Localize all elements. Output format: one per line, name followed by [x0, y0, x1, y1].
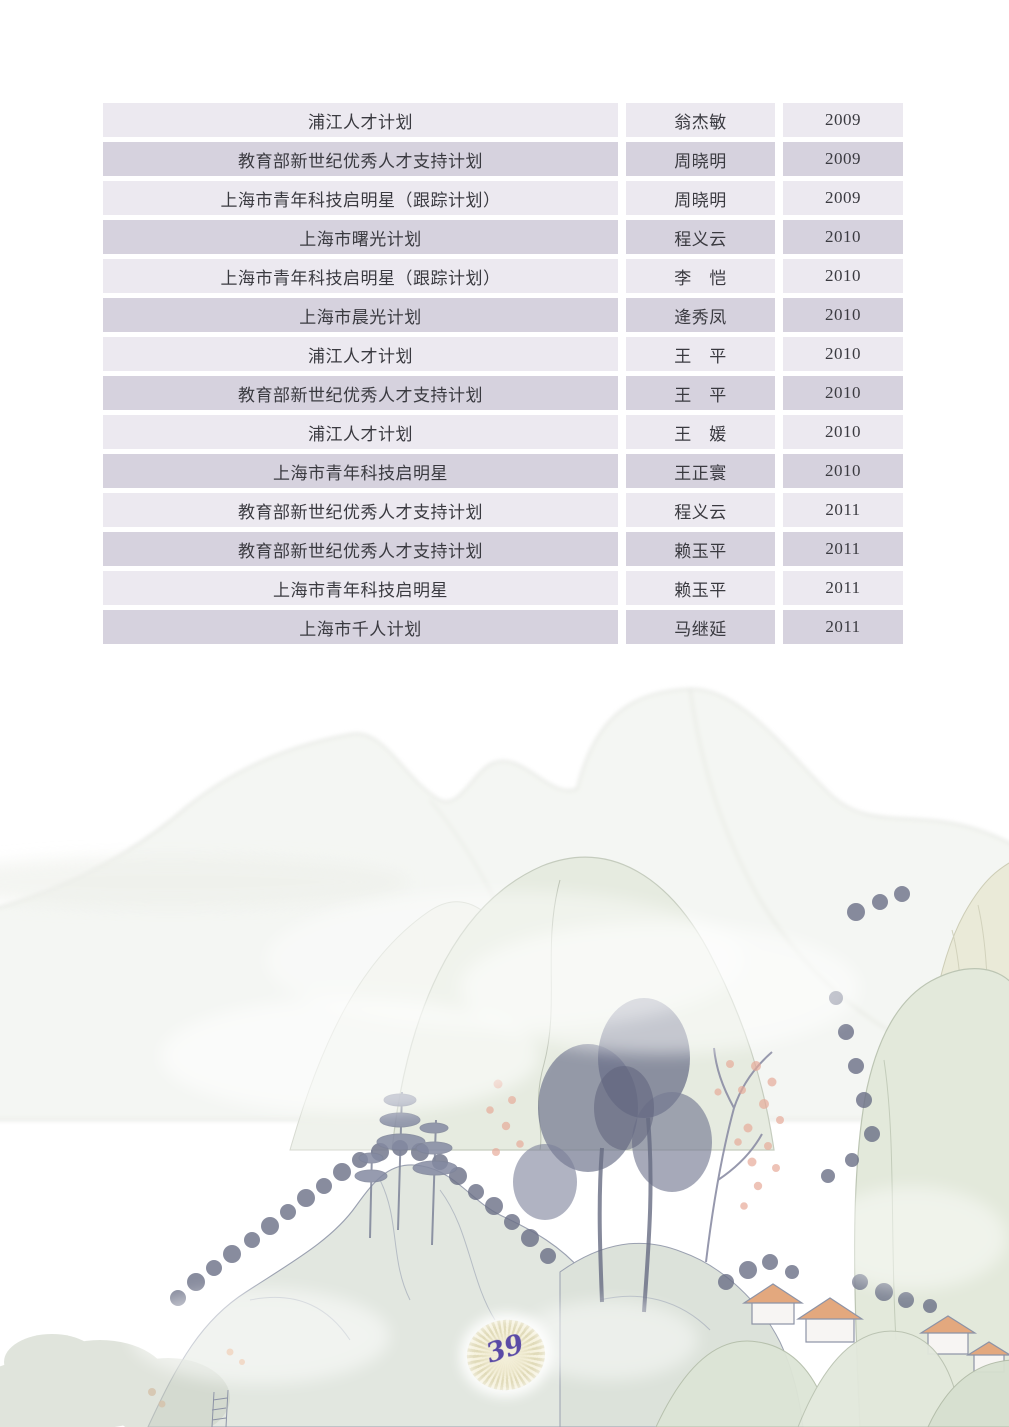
program-cell: 教育部新世纪优秀人才支持计划 [103, 376, 618, 410]
year-cell: 2011 [783, 610, 903, 644]
name-cell: 翁杰敏 [626, 103, 775, 137]
year-cell: 2011 [783, 532, 903, 566]
year-cell: 2011 [783, 571, 903, 605]
program-cell: 浦江人才计划 [103, 415, 618, 449]
mist-band [0, 856, 410, 908]
program-cell: 上海市曙光计划 [103, 220, 618, 254]
program-cell: 上海市晨光计划 [103, 298, 618, 332]
program-cell: 上海市青年科技启明星（跟踪计划） [103, 259, 618, 293]
pine-trees [354, 1091, 458, 1246]
year-cell: 2009 [783, 103, 903, 137]
table-row: 浦江人才计划 王 平 2010 [103, 337, 903, 371]
program-cell: 浦江人才计划 [103, 103, 618, 137]
name-cell: 赖玉平 [626, 532, 775, 566]
table-row: 上海市千人计划 马继延 2011 [103, 610, 903, 644]
table-row: 上海市晨光计划 逄秀凤 2010 [103, 298, 903, 332]
program-cell: 上海市青年科技启明星 [103, 571, 618, 605]
awards-table: 浦江人才计划 翁杰敏 2009 教育部新世纪优秀人才支持计划 周晓明 2009 … [103, 103, 903, 649]
name-cell: 周晓明 [626, 142, 775, 176]
landscape-painting [0, 688, 1009, 1427]
table-row: 上海市青年科技启明星（跟踪计划） 周晓明 2009 [103, 181, 903, 215]
table-row: 浦江人才计划 翁杰敏 2009 [103, 103, 903, 137]
year-cell: 2011 [783, 493, 903, 527]
table-row: 上海市青年科技启明星（跟踪计划） 李 恺 2010 [103, 259, 903, 293]
program-cell: 教育部新世纪优秀人才支持计划 [103, 142, 618, 176]
table-row: 教育部新世纪优秀人才支持计划 王 平 2010 [103, 376, 903, 410]
program-cell: 浦江人才计划 [103, 337, 618, 371]
year-cell: 2009 [783, 142, 903, 176]
name-cell: 王 平 [626, 376, 775, 410]
name-cell: 程义云 [626, 220, 775, 254]
year-cell: 2010 [783, 415, 903, 449]
name-cell: 程义云 [626, 493, 775, 527]
name-cell: 王 媛 [626, 415, 775, 449]
name-cell: 王 平 [626, 337, 775, 371]
table-row: 上海市曙光计划 程义云 2010 [103, 220, 903, 254]
blossom-dots [486, 1060, 784, 1210]
page-number: 39 [482, 1328, 528, 1370]
table-row: 教育部新世纪优秀人才支持计划 程义云 2011 [103, 493, 903, 527]
program-cell: 上海市青年科技启明星 [103, 454, 618, 488]
program-cell: 上海市青年科技启明星（跟踪计划） [103, 181, 618, 215]
name-cell: 逄秀凤 [626, 298, 775, 332]
name-cell: 马继延 [626, 610, 775, 644]
year-cell: 2010 [783, 454, 903, 488]
table-row: 上海市青年科技启明星 王正寰 2010 [103, 454, 903, 488]
village-houses [741, 1283, 1009, 1373]
ink-tree-dabs [170, 886, 937, 1313]
mist-overlays [130, 890, 1007, 1384]
year-cell: 2010 [783, 220, 903, 254]
year-cell: 2010 [783, 259, 903, 293]
table-row: 浦江人才计划 王 媛 2010 [103, 415, 903, 449]
name-cell: 周晓明 [626, 181, 775, 215]
program-cell: 教育部新世纪优秀人才支持计划 [103, 493, 618, 527]
ladder [211, 1389, 229, 1427]
name-cell: 赖玉平 [626, 571, 775, 605]
table-row: 上海市青年科技启明星 赖玉平 2011 [103, 571, 903, 605]
table-row: 教育部新世纪优秀人才支持计划 赖玉平 2011 [103, 532, 903, 566]
name-cell: 李 恺 [626, 259, 775, 293]
year-cell: 2010 [783, 376, 903, 410]
year-cell: 2010 [783, 298, 903, 332]
year-cell: 2009 [783, 181, 903, 215]
foreground-hills [655, 1330, 1009, 1427]
table-row: 教育部新世纪优秀人才支持计划 周晓明 2009 [103, 142, 903, 176]
program-cell: 上海市千人计划 [103, 610, 618, 644]
year-cell: 2010 [783, 337, 903, 371]
program-cell: 教育部新世纪优秀人才支持计划 [103, 532, 618, 566]
name-cell: 王正寰 [626, 454, 775, 488]
